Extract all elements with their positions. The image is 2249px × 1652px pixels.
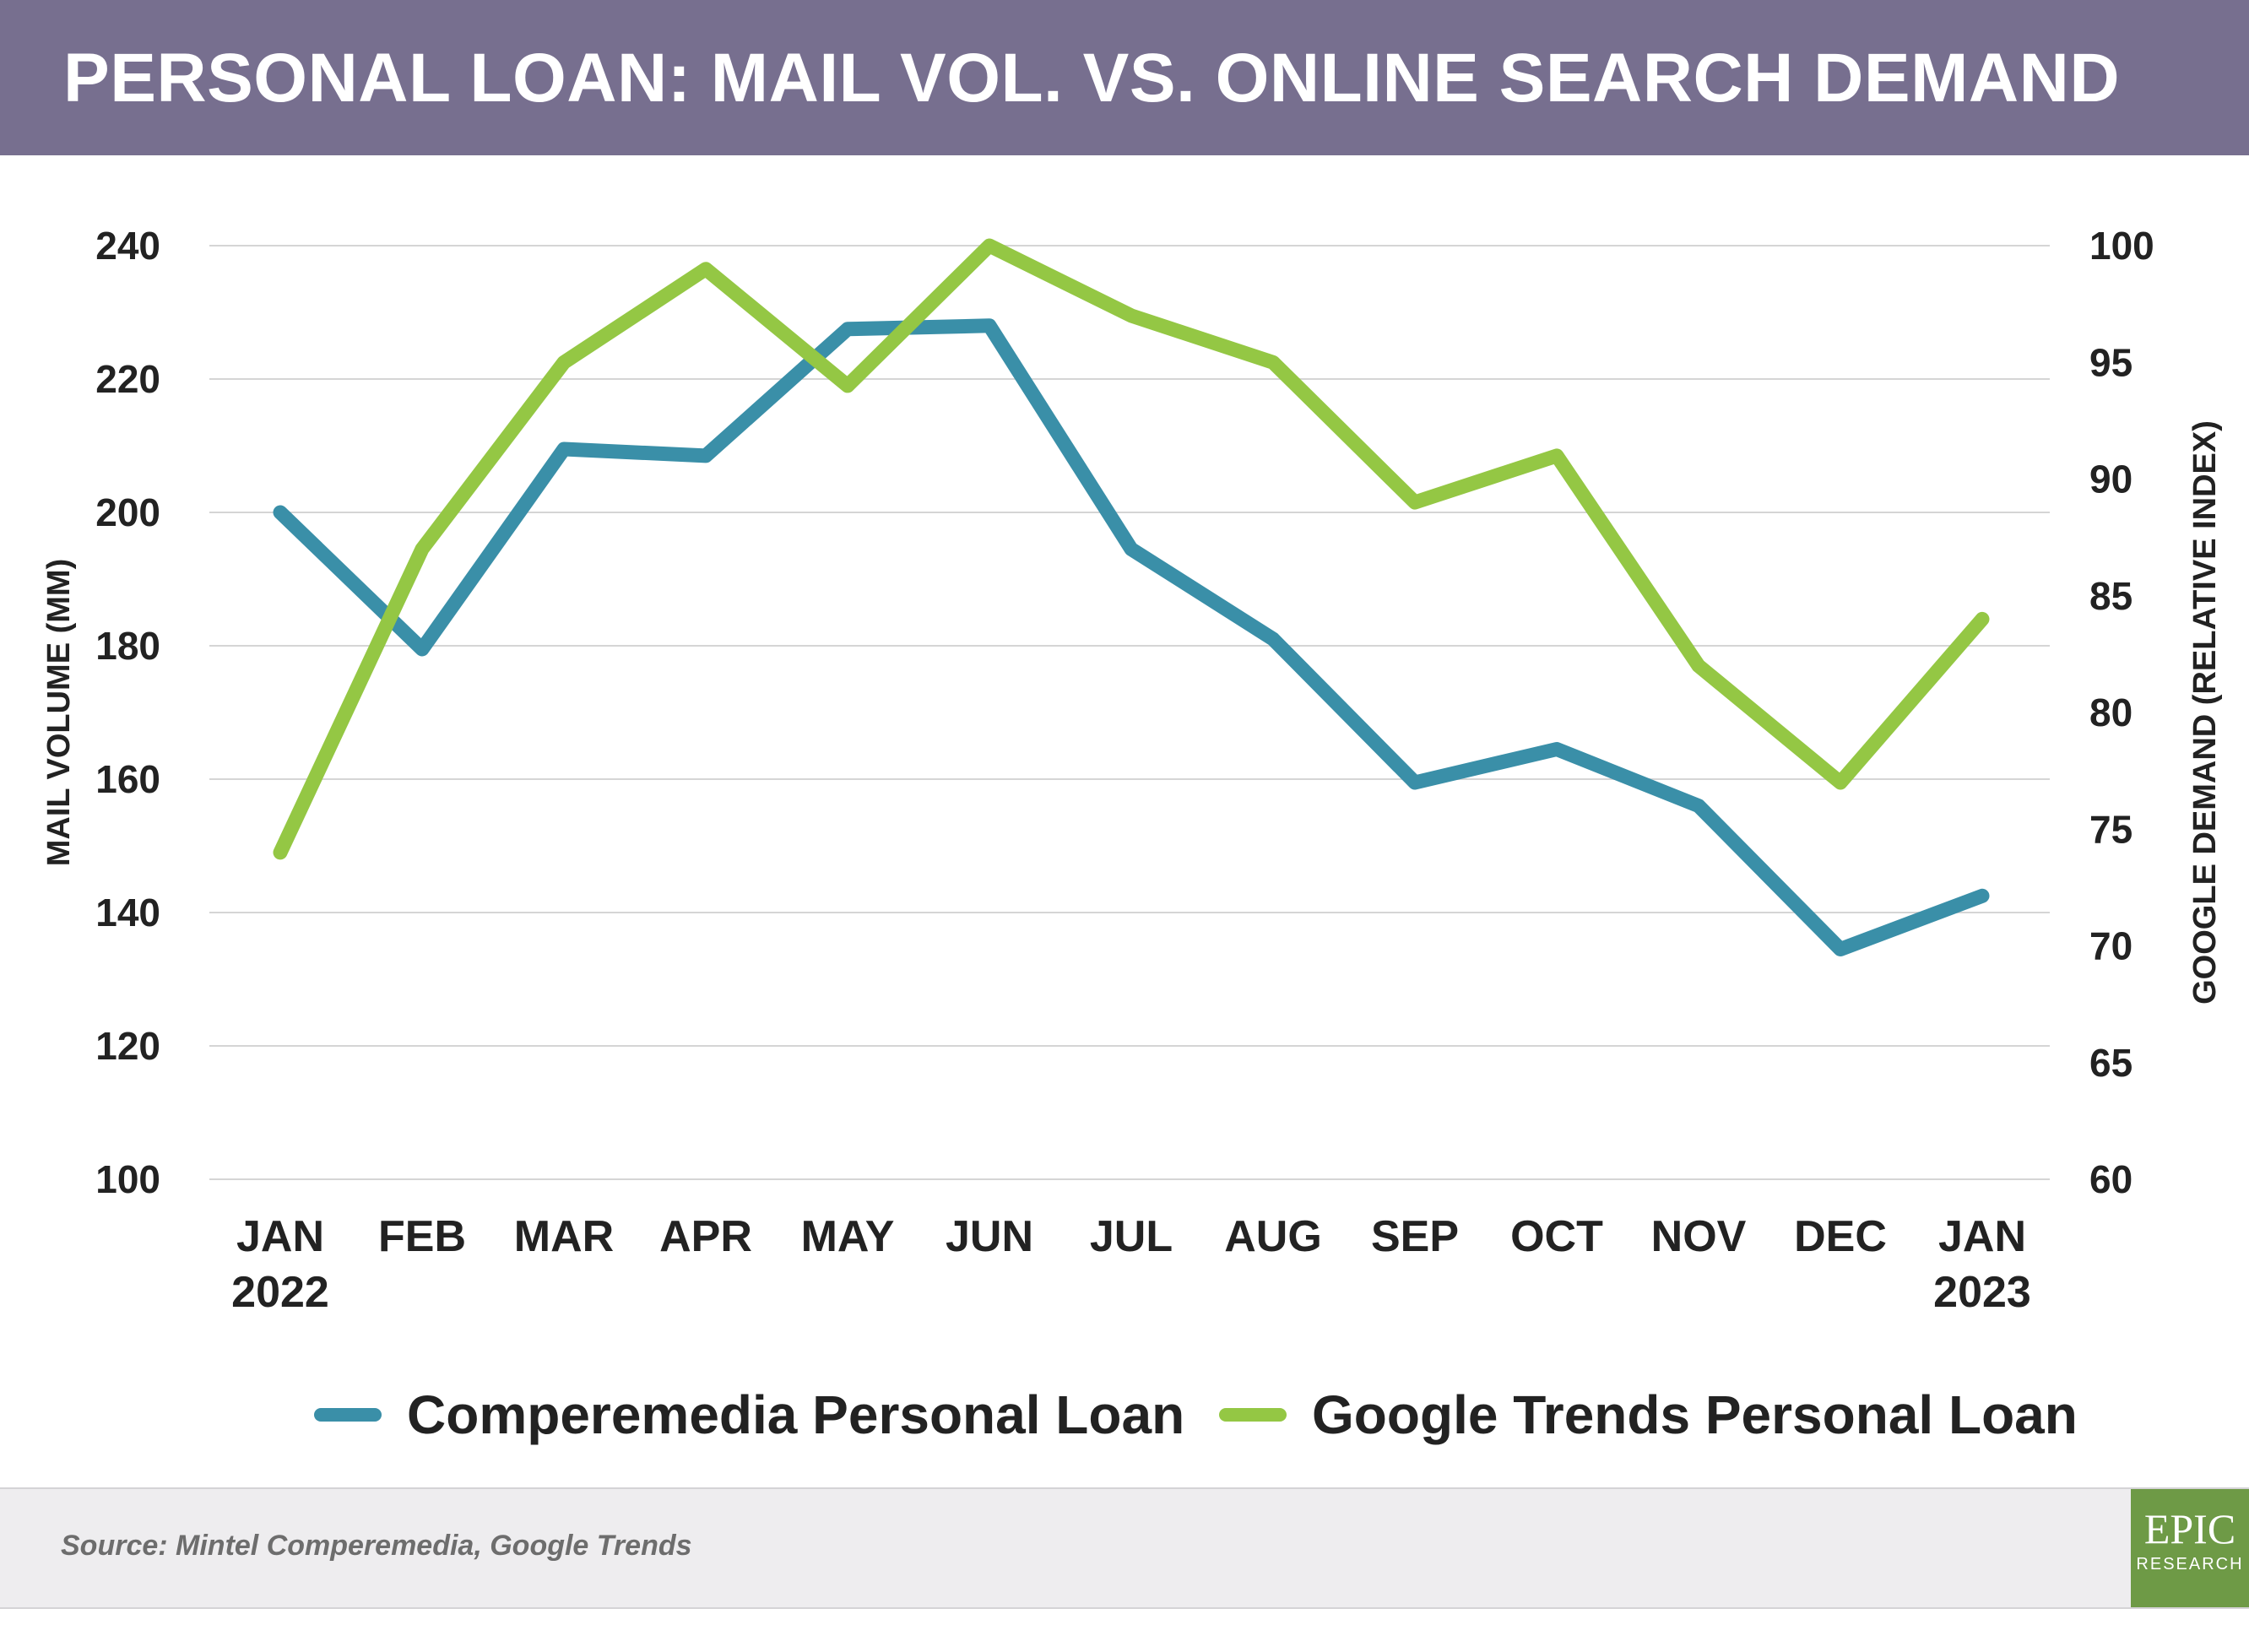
x-tick-label: MAR [514, 1212, 614, 1261]
series-line-comperemedia [273, 318, 1990, 956]
x-tick-label: JAN [236, 1212, 324, 1261]
legend-swatch-google [1219, 1408, 1287, 1422]
x-tick-label: SEP [1371, 1212, 1459, 1261]
chart-title: PERSONAL LOAN: MAIL VOL. VS. ONLINE SEAR… [63, 40, 2121, 116]
y-right-tick-label: 60 [2089, 1157, 2132, 1201]
y-right-tick-label: 100 [2089, 224, 2154, 268]
x-tick-label: APR [659, 1212, 752, 1261]
x-tick-label: JAN [1938, 1212, 2026, 1261]
y-left-tick-label: 140 [95, 891, 160, 934]
series-line-google [273, 238, 1990, 860]
x-tick-label: OCT [1510, 1212, 1603, 1261]
x-tick-label: FEB [378, 1212, 466, 1261]
x-tick-label: 2023 [1933, 1268, 2031, 1317]
y-left-tick-label: 160 [95, 757, 160, 801]
y-right-tick-label: 90 [2089, 458, 2132, 501]
logo-sub-text: RESEARCH [2136, 1555, 2244, 1573]
y-left-tick-label: 240 [95, 224, 160, 268]
legend-label-google: Google Trends Personal Loan [1312, 1384, 2078, 1445]
y-right-axis-label: GOOGLE DEMAND (RELATIVE INDEX) [2187, 420, 2223, 1005]
legend-swatch-comperemedia [314, 1408, 382, 1422]
x-tick-label: JUN [946, 1212, 1033, 1261]
x-tick-label: 2022 [231, 1268, 329, 1317]
y-right-tick-label: 80 [2089, 691, 2132, 734]
line-chart: 100 120 140 160 180 200 220 240 60 65 70 75 80 85 90 95… [41, 224, 2223, 1317]
y-right-tick-label: 70 [2089, 924, 2132, 968]
y-left-tick-label: 180 [95, 624, 160, 668]
logo-main-text: EPIC [2143, 1505, 2236, 1552]
epic-research-logo: EPIC RESEARCH [2131, 1489, 2249, 1607]
footer: Source: Mintel Comperemedia, Google Tren… [0, 1487, 2249, 1609]
x-tick-label: NOV [1651, 1212, 1747, 1261]
y-right-tick-label: 65 [2089, 1041, 2132, 1085]
title-banner: PERSONAL LOAN: MAIL VOL. VS. ONLINE SEAR… [0, 0, 2249, 155]
source-note: Source: Mintel Comperemedia, Google Tren… [61, 1530, 692, 1562]
y-left-tick-label: 200 [95, 490, 160, 534]
legend-label-comperemedia: Comperemedia Personal Loan [407, 1384, 1185, 1445]
y-left-tick-label: 100 [95, 1157, 160, 1201]
y-left-tick-label: 120 [95, 1024, 160, 1068]
y-right-tick-label: 95 [2089, 340, 2132, 384]
y-left-axis-label: MAIL VOLUME (MM) [41, 559, 77, 866]
legend-item-comperemedia: Comperemedia Personal Loan [314, 1381, 1184, 1449]
x-tick-label: DEC [1794, 1212, 1887, 1261]
y-right-tick-label: 85 [2089, 574, 2132, 618]
x-tick-label: AUG [1224, 1212, 1322, 1261]
x-tick-label: MAY [801, 1212, 895, 1261]
y-right-tick-label: 75 [2089, 807, 2132, 851]
x-tick-label: JUL [1090, 1212, 1173, 1261]
y-left-tick-label: 220 [95, 357, 160, 401]
legend-item-google: Google Trends Personal Loan [1219, 1381, 2078, 1449]
